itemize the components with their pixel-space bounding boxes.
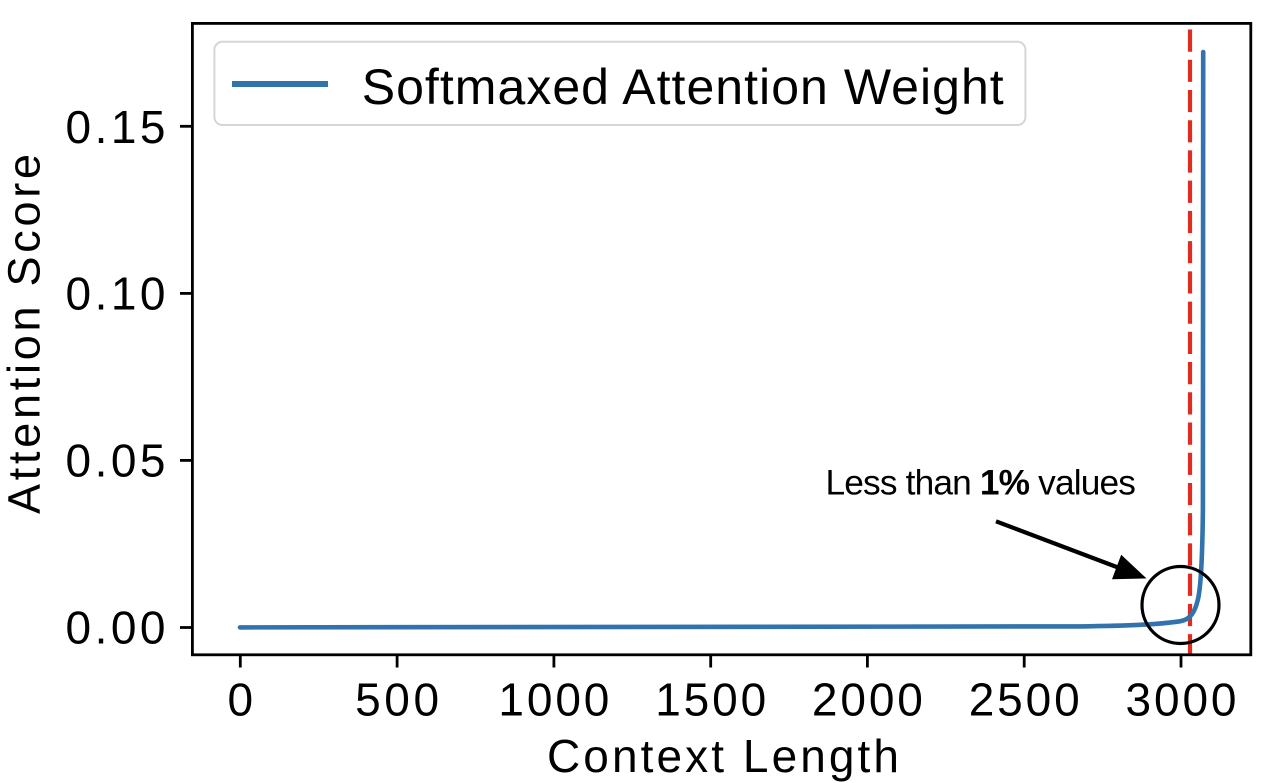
svg-text:Softmaxed Attention Weight: Softmaxed Attention Weight <box>362 59 1004 115</box>
svg-text:Context Length: Context Length <box>547 730 899 782</box>
svg-text:0.05: 0.05 <box>66 435 166 487</box>
svg-text:0.15: 0.15 <box>66 101 166 153</box>
svg-text:0.10: 0.10 <box>66 268 166 320</box>
svg-text:500: 500 <box>355 674 439 726</box>
svg-text:0.00: 0.00 <box>66 602 166 654</box>
svg-text:Less than 1% values: Less than 1% values <box>826 464 1136 503</box>
svg-text:0: 0 <box>228 674 254 726</box>
